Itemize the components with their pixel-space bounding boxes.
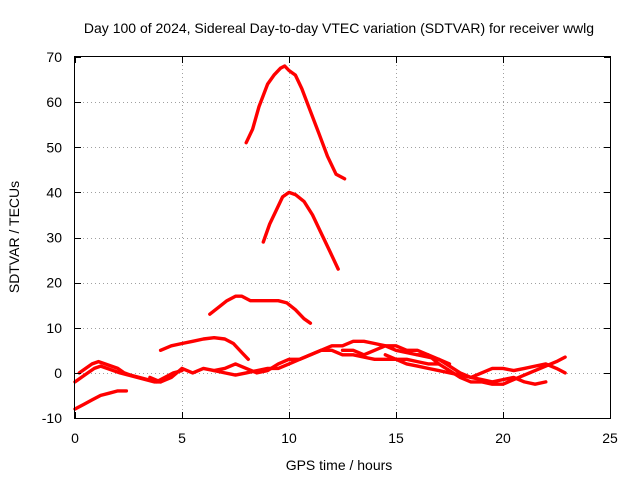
axis-ticks: 0 5 10 15 20 25 -10 0 10 20 30 40 50 60 70 — [42, 49, 618, 446]
x-tick-label: 0 — [71, 430, 79, 446]
x-axis-label: GPS time / hours — [286, 457, 393, 473]
x-tick-label: 15 — [388, 430, 404, 446]
series-arc-4 — [158, 336, 250, 361]
series-arc-3 — [208, 294, 313, 325]
y-tick-label: 30 — [46, 230, 62, 246]
x-tick-label: 20 — [495, 430, 511, 446]
y-tick-label: -10 — [42, 410, 62, 426]
x-tick-label: 5 — [178, 430, 186, 446]
series-layer — [73, 64, 567, 411]
series-arc-8 — [148, 348, 441, 384]
series-arc-11 — [383, 353, 567, 380]
series-arc-2 — [261, 190, 340, 271]
series-arc-10 — [340, 344, 567, 386]
x-tick-label: 10 — [281, 430, 297, 446]
series-arc-12 — [415, 353, 548, 386]
y-tick-label: 0 — [54, 365, 62, 381]
series-arc-7 — [77, 359, 184, 384]
x-tick-label: 25 — [602, 430, 618, 446]
y-tick-label: 60 — [46, 94, 62, 110]
series-arc-9 — [212, 339, 452, 377]
series-arc-6 — [73, 389, 129, 411]
y-tick-label: 40 — [46, 184, 62, 200]
grid — [75, 57, 610, 418]
series-arc-1 — [244, 64, 347, 181]
y-tick-label: 20 — [46, 275, 62, 291]
plot-frame — [74, 56, 611, 419]
y-tick-label: 50 — [46, 139, 62, 155]
y-axis-label: SDTVAR / TECUs — [6, 181, 22, 293]
y-tick-label: 10 — [46, 320, 62, 336]
chart-title: Day 100 of 2024, Sidereal Day-to-day VTE… — [84, 20, 594, 36]
y-tick-label: 70 — [46, 49, 62, 65]
